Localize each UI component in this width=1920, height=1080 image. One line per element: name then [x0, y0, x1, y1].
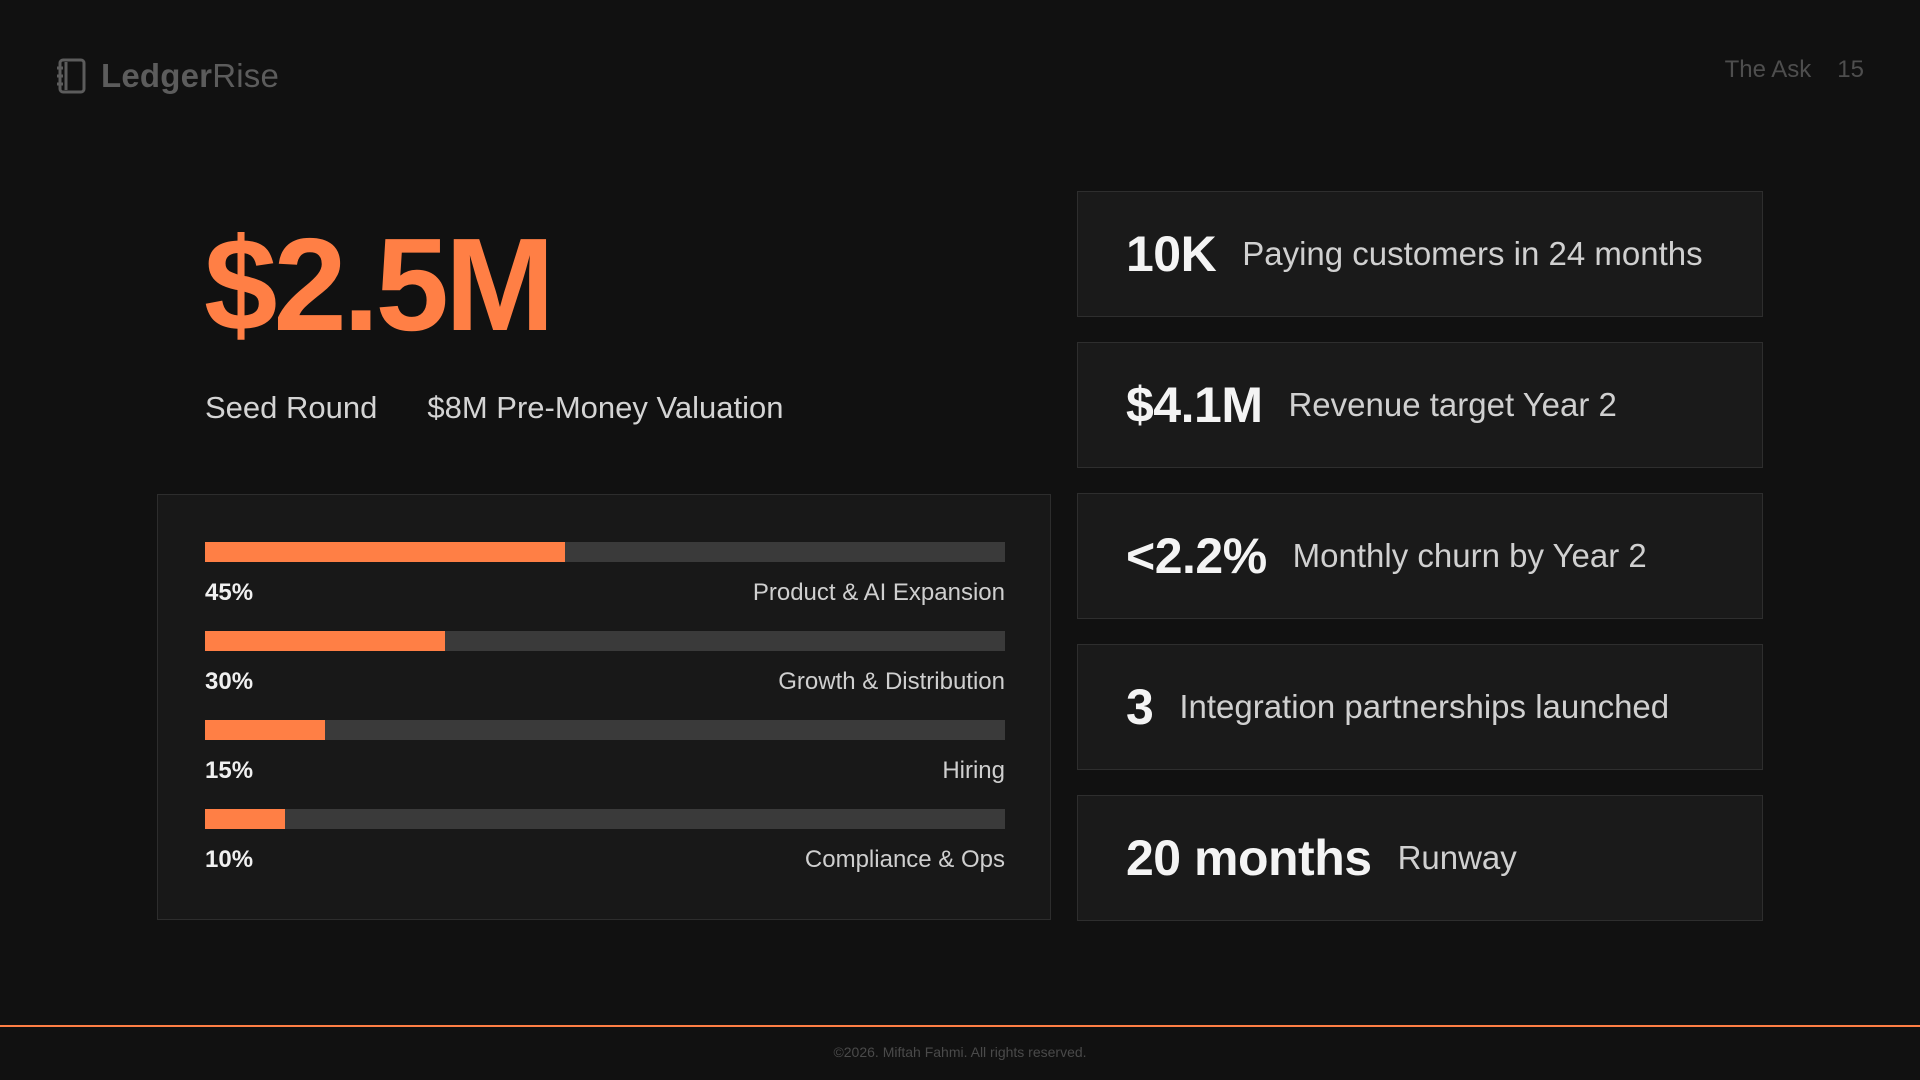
metric-label: Integration partnerships launched — [1179, 688, 1670, 725]
raise-amount: $2.5M — [204, 211, 555, 358]
allocation-percent: 30% — [205, 668, 254, 695]
metric-value: $4.1M — [1126, 377, 1263, 433]
allocation-label: Growth & Distribution — [778, 668, 1005, 695]
metric-value: <2.2% — [1126, 528, 1267, 584]
brand-name: LedgerRise — [101, 56, 279, 96]
ledger-book-icon — [57, 58, 86, 94]
valuation: $8M Pre-Money Valuation — [427, 390, 784, 425]
metric-card: 20 months Runway — [1077, 795, 1763, 921]
allocation-label: Product & AI Expansion — [752, 579, 1005, 606]
metric-label: Paying customers in 24 months — [1242, 235, 1703, 272]
metric-value: 3 — [1126, 679, 1154, 735]
section-title: The Ask — [1724, 56, 1812, 83]
allocation-percent: 10% — [205, 846, 254, 873]
allocation-bar-fill — [205, 809, 285, 829]
allocation-bar-track — [205, 809, 1005, 829]
brand-name-bold: Ledger — [101, 57, 213, 94]
allocation-bar-track — [205, 542, 1005, 562]
footer-copyright: ©2026. Miftah Fahmi. All rights reserved… — [833, 1044, 1087, 1060]
brand-logo: LedgerRise — [55, 56, 279, 96]
round-type: Seed Round — [205, 390, 378, 425]
allocation-bar-track — [205, 631, 1005, 651]
round-details: Seed Round $8M Pre-Money Valuation — [205, 388, 783, 428]
footer-divider — [0, 1025, 1920, 1027]
metric-value: 20 months — [1126, 830, 1372, 886]
metric-label: Runway — [1397, 839, 1517, 876]
allocation-bar-fill — [205, 542, 565, 562]
allocation-row: 10% Compliance & Ops — [205, 809, 1005, 881]
allocation-percent: 45% — [205, 579, 254, 606]
allocation-percent: 15% — [205, 757, 254, 784]
use-of-funds-panel: 45% Product & AI Expansion 30% Growth & … — [157, 494, 1051, 920]
allocation-label: Compliance & Ops — [804, 846, 1005, 873]
metric-value: 10K — [1126, 226, 1217, 282]
slide-header-meta: The Ask 15 — [1725, 55, 1864, 85]
allocation-label: Hiring — [942, 757, 1005, 784]
metric-card: 3 Integration partnerships launched — [1077, 644, 1763, 770]
metric-label: Monthly churn by Year 2 — [1292, 537, 1647, 574]
metric-label: Revenue target Year 2 — [1288, 386, 1617, 423]
allocation-bar-fill — [205, 631, 445, 651]
allocation-bar-fill — [205, 720, 325, 740]
allocation-row: 15% Hiring — [205, 720, 1005, 792]
metric-card: <2.2% Monthly churn by Year 2 — [1077, 493, 1763, 619]
metric-card: $4.1M Revenue target Year 2 — [1077, 342, 1763, 468]
allocation-bar-track — [205, 720, 1005, 740]
allocation-row: 45% Product & AI Expansion — [205, 542, 1005, 614]
brand-name-light: Rise — [212, 57, 280, 94]
allocation-row: 30% Growth & Distribution — [205, 631, 1005, 703]
metric-card: 10K Paying customers in 24 months — [1077, 191, 1763, 317]
page-number: 15 — [1837, 56, 1864, 83]
